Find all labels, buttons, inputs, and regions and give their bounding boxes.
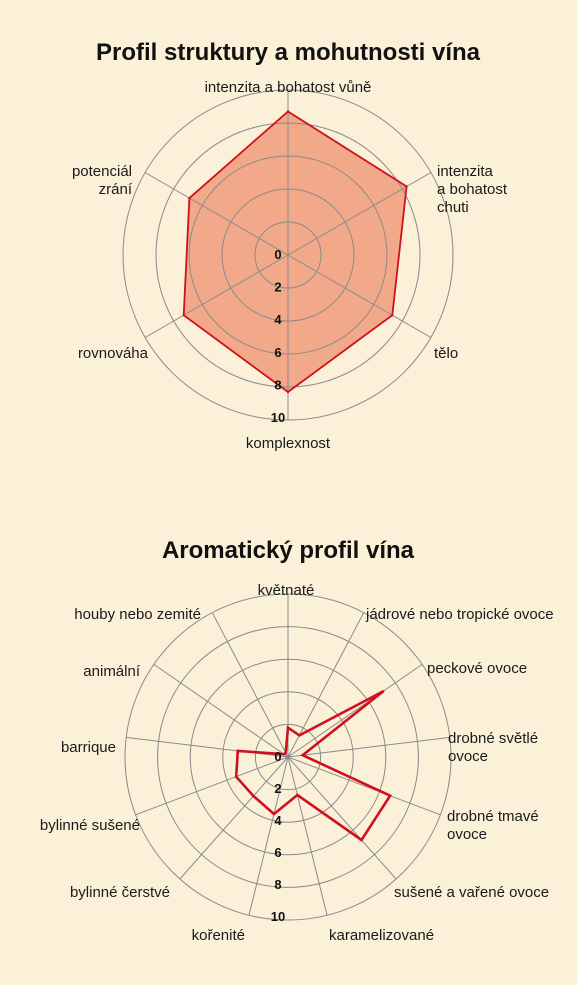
data-point	[296, 793, 299, 797]
axis-spoke	[287, 736, 450, 758]
tick-label: 0	[274, 749, 281, 764]
chart-title: Profil struktury a mohutnosti vína	[96, 39, 481, 66]
axis-label: animální	[83, 663, 141, 680]
tick-label: 10	[271, 909, 285, 924]
axis-spoke	[287, 663, 423, 758]
data-point	[272, 812, 276, 816]
axis-label: bylinné čerstvé	[70, 884, 170, 901]
data-point	[286, 110, 290, 113]
data-point	[301, 754, 304, 757]
data-point	[252, 794, 255, 798]
tick-label: 4	[274, 312, 282, 327]
axis-spoke	[179, 756, 289, 880]
axis-label: karamelizované	[329, 927, 434, 944]
tick-label: 0	[274, 247, 281, 262]
axis-spoke	[144, 254, 289, 338]
data-point	[235, 775, 238, 778]
axis-label: jádrové nebo tropické ovoce	[365, 606, 554, 623]
chart-title: Aromatický profil vína	[162, 537, 415, 564]
tick-label: 2	[274, 781, 281, 796]
axis-spoke	[248, 756, 289, 916]
data-point	[388, 794, 392, 797]
tick-label: 8	[274, 377, 281, 392]
axis-spoke	[287, 756, 328, 916]
axis-label: bylinné sušené	[40, 817, 140, 834]
tick-label: 6	[274, 845, 281, 860]
axis-label: peckové ovoce	[427, 660, 527, 677]
data-point	[236, 749, 239, 753]
data-point	[382, 690, 385, 693]
data-area	[183, 111, 407, 392]
axis-spoke	[287, 254, 432, 338]
data-point	[286, 390, 290, 394]
axis-label: sušené a vařené ovoce	[394, 884, 549, 901]
axis-label: houby nebo zemité	[74, 606, 201, 623]
aroma-radar-chart: Aromatický profil vína 0 2 4 6 8 10 květnaté já…	[40, 537, 554, 944]
structure-radar-chart: Profil struktury a mohutnosti vína 0 2 4 6 8…	[72, 39, 508, 452]
tick-label: 10	[271, 410, 285, 425]
data-point	[182, 314, 185, 317]
axis-label: intenzita a bohatost vůně	[205, 79, 372, 96]
axis-spoke	[287, 612, 365, 758]
data-point	[405, 185, 408, 188]
data-point	[282, 753, 286, 756]
axis-label: květnaté	[258, 582, 315, 599]
data-point	[360, 838, 363, 842]
axis-label: rovnováha	[78, 345, 149, 362]
axis-label: tělo	[434, 345, 458, 362]
tick-label: 2	[274, 280, 281, 295]
axis-label: komplexnost	[246, 435, 331, 452]
data-point	[286, 726, 290, 729]
data-point	[391, 314, 394, 317]
axis-spoke	[211, 612, 289, 758]
axis-label: drobné světlé ovoce	[448, 730, 538, 765]
tick-label: 6	[274, 345, 281, 360]
axis-label: kořenité	[192, 927, 245, 944]
data-point	[284, 751, 287, 754]
axis-spoke	[287, 756, 397, 880]
axis-label: drobné tmavé ovoce	[447, 808, 539, 843]
axis-label: barrique	[61, 739, 116, 756]
data-series-line	[234, 690, 393, 842]
data-point	[298, 734, 301, 737]
data-point	[188, 196, 191, 200]
tick-label: 4	[274, 813, 282, 828]
axis-spoke	[135, 756, 289, 816]
tick-label: 8	[274, 877, 281, 892]
axis-spoke	[144, 172, 289, 256]
axis-spoke	[287, 756, 441, 816]
axis-label: intenzita a bohatost chuti	[437, 163, 508, 216]
axis-label: potenciál zrání	[72, 163, 133, 198]
axis-spoke	[153, 663, 289, 758]
